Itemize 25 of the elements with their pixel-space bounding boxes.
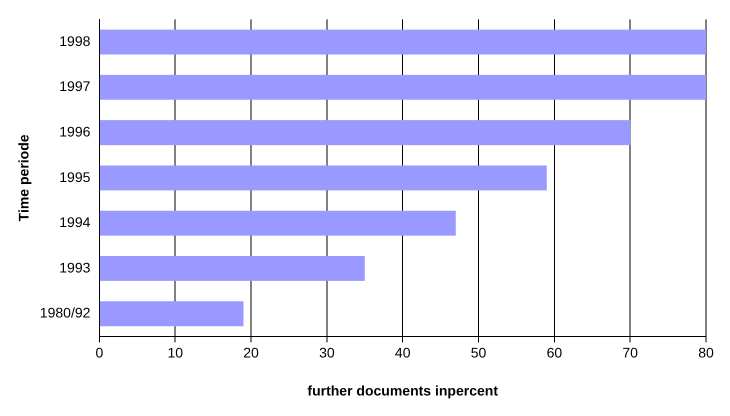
bar — [100, 210, 456, 236]
bar — [100, 30, 706, 54]
x-tick-label: 0 — [96, 344, 104, 361]
y-tick-label: 1980/92 — [40, 304, 91, 321]
x-axis-title: further documents inpercent — [307, 382, 498, 398]
y-tick-label: 1998 — [59, 32, 91, 49]
y-tick-label: 1997 — [59, 78, 91, 94]
bar — [100, 74, 706, 100]
x-tick-label: 40 — [394, 344, 411, 361]
x-tick-label: 50 — [470, 344, 487, 361]
bar — [100, 165, 547, 190]
y-tick-label: 1993 — [59, 259, 91, 276]
x-tick-label: 20 — [243, 344, 260, 361]
y-tick-label: 1996 — [59, 123, 91, 140]
y-axis-title: Time periode — [15, 134, 32, 222]
x-tick-label: 80 — [698, 344, 714, 361]
bar — [100, 120, 630, 146]
y-tick-label: 1994 — [59, 214, 91, 230]
x-tick-label: 30 — [319, 344, 335, 361]
x-tick-label: 60 — [546, 344, 562, 361]
y-tick-label: 1995 — [59, 168, 91, 185]
x-tick-label: 10 — [167, 344, 184, 361]
x-tick-label: 70 — [622, 344, 638, 361]
bar — [100, 301, 244, 326]
bar — [100, 256, 365, 281]
